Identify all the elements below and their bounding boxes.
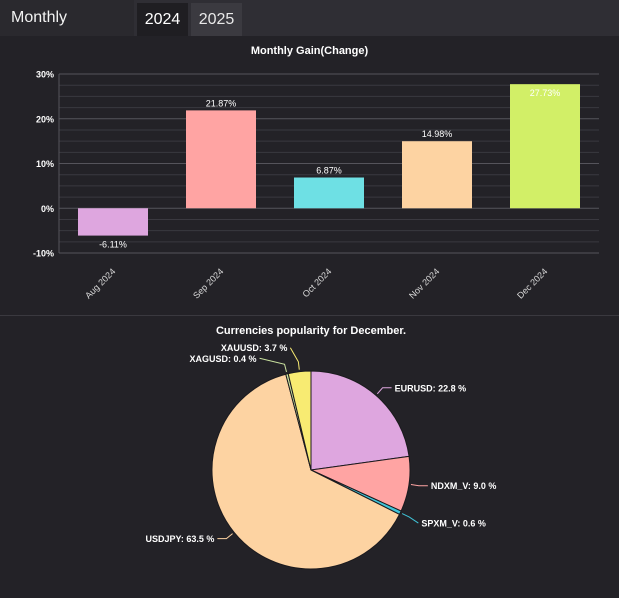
x-tick-label: Oct 2024 (301, 266, 334, 299)
bar-value-label: 21.87% (206, 98, 237, 108)
tab-bar: Monthly Analytics 2024 2025 (0, 0, 619, 62)
pie-slice-usdjpy[interactable] (211, 373, 401, 570)
pie-chart-title: Currencies popularity for December. (216, 325, 406, 337)
pie-leader-line (217, 533, 233, 540)
bar-nov-2024[interactable] (402, 141, 472, 209)
bar-dec-2024[interactable] (510, 84, 580, 209)
x-tick-label: Sep 2024 (191, 266, 225, 300)
monthly-gain-chart: Monthly Gain(Change) -10% 0% 10% 20% 30% -6.… (33, 45, 599, 301)
pie-leader-line (401, 513, 419, 524)
currency-popularity-panel: Currencies popularity for December. EURU… (0, 316, 619, 593)
pie-leader-line (410, 484, 428, 487)
y-tick-label: -10% (33, 249, 54, 259)
bar-value-label: 6.87% (316, 166, 342, 176)
y-tick-label: 10% (36, 159, 54, 169)
y-tick-label: 30% (36, 70, 54, 80)
pie-slice-label: SPXM_V: 0.6 % (421, 519, 486, 529)
tab-2025[interactable]: 2025 (191, 3, 242, 36)
pie-leader-line (289, 347, 300, 370)
bar-sep-2024[interactable] (186, 110, 256, 209)
bar-aug-2024[interactable] (78, 208, 148, 236)
bar-chart-title: Monthly Gain(Change) (251, 45, 369, 57)
bar-value-label: 27.73% (530, 88, 561, 98)
y-tick-label: 0% (41, 204, 54, 214)
pie-slice-xauusd[interactable] (287, 370, 312, 471)
monthly-gain-panel: Monthly Gain(Change) -10% 0% 10% 20% 30% -6.… (0, 36, 619, 316)
pie-slice-label: XAUUSD: 3.7 % (221, 343, 288, 353)
x-tick-label: Nov 2024 (407, 266, 441, 300)
pie-slice-label: XAGUSD: 0.4 % (190, 354, 257, 364)
app-title: Monthly Analytics (0, 0, 134, 62)
currency-pie-chart: Currencies popularity for December. EURU… (145, 325, 497, 570)
x-tick-label: Aug 2024 (83, 266, 117, 300)
bar-value-label: -6.11% (99, 240, 127, 250)
pie-leader-line (259, 357, 287, 373)
y-tick-label: 20% (36, 114, 54, 124)
x-tick-label: Dec 2024 (515, 266, 549, 300)
bar-oct-2024[interactable] (294, 177, 364, 209)
pie-slice-label: EURUSD: 22.8 % (395, 383, 467, 393)
bar-value-label: 14.98% (422, 129, 453, 139)
pie-slice-label: NDXM_V: 9.0 % (431, 481, 497, 491)
pie-leader-line (376, 387, 392, 395)
pie-slice-label: USDJPY: 63.5 % (145, 534, 214, 544)
pie-slice-eurusd[interactable] (310, 370, 410, 471)
tab-2024[interactable]: 2024 (137, 3, 188, 36)
